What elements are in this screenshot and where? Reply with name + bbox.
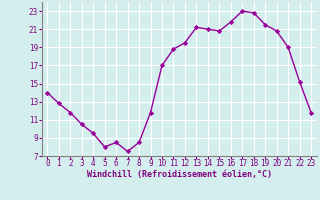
X-axis label: Windchill (Refroidissement éolien,°C): Windchill (Refroidissement éolien,°C): [87, 170, 272, 179]
